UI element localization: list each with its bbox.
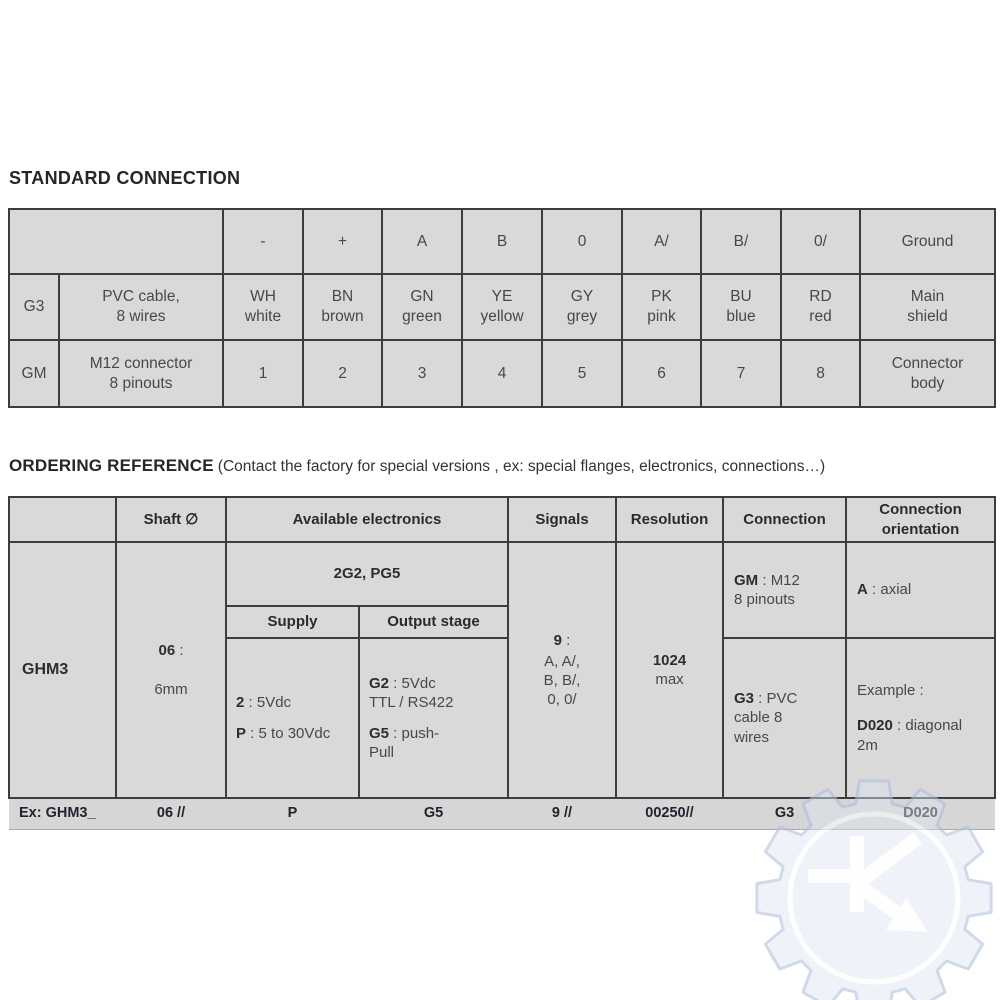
connection-header-cell: Connection	[722, 496, 847, 543]
signal-header-cell: 0/	[780, 208, 861, 275]
table-row: Shaft ∅ Available electronics Signals Re…	[8, 496, 996, 543]
wire-cell: GN green	[381, 273, 463, 341]
output-stage-header-cell: Output stage	[358, 605, 509, 639]
pin-cell: Connector body	[859, 339, 996, 408]
product-cell: GHM3	[8, 541, 117, 799]
example-value-cell: 9 //	[508, 797, 616, 830]
table-row: 2 : 5Vdc P : 5 to 30Vdc G2 : 5Vdc TTL / …	[9, 637, 996, 799]
wire-cell: GY grey	[541, 273, 623, 341]
example-value-cell: Ex: GHM3_	[9, 797, 116, 830]
signal-header-cell: +	[302, 208, 383, 275]
signals-header-cell: Signals	[507, 496, 617, 543]
orientation-example-cell: Example : D020 : diagonal 2m	[845, 637, 996, 799]
pin-cell: 8	[780, 339, 861, 408]
signal-header-cell: A	[381, 208, 463, 275]
ordering-reference-table: Shaft ∅ Available electronics Signals Re…	[8, 496, 996, 830]
row-code-cell: GM	[8, 339, 60, 408]
orientation-axial-cell: A : axial	[845, 541, 996, 639]
k-arrow-glyph	[808, 832, 923, 920]
signal-header-cell: B/	[700, 208, 782, 275]
orientation-header-cell: Connection orientation	[845, 496, 996, 543]
ordering-reference-note: (Contact the factory for special version…	[217, 458, 826, 475]
standard-connection-table: - + A B 0 A/ B/ 0/ Ground G3 PVC cable, …	[8, 208, 996, 408]
ordering-reference-title-bold: ORDERING REFERENCE	[9, 456, 214, 475]
signal-header-cell: A/	[621, 208, 702, 275]
supply-header-cell: Supply	[225, 605, 360, 639]
connection-g3-cell: G3 : PVC cable 8 wires	[722, 637, 847, 799]
signal-header-cell: -	[222, 208, 304, 275]
example-value-cell: 00250//	[616, 797, 723, 830]
pin-cell: 5	[541, 339, 623, 408]
output-option: G2 : 5Vdc TTL / RS422	[369, 674, 454, 711]
empty-corner-cell	[8, 208, 224, 275]
pin-cell: 7	[700, 339, 782, 408]
row-desc-cell: PVC cable, 8 wires	[58, 273, 224, 341]
empty-corner-cell	[8, 496, 117, 543]
example-value-cell: 06 //	[116, 797, 226, 830]
wire-cell: RD red	[780, 273, 861, 341]
example-code-line: D020 : diagonal 2m	[857, 717, 963, 754]
wire-cell: BN brown	[302, 273, 383, 341]
wire-cell: YE yellow	[461, 273, 543, 341]
pin-cell: 6	[621, 339, 702, 408]
signal-header-cell: Ground	[859, 208, 996, 275]
wire-cell: WH white	[222, 273, 304, 341]
resolution-header-cell: Resolution	[615, 496, 724, 543]
connection-gm-cell: GM : M12 8 pinouts	[722, 541, 847, 639]
wire-cell: PK pink	[621, 273, 702, 341]
example-value-cell: D020	[846, 797, 995, 830]
pin-cell: 4	[461, 339, 543, 408]
shaft-cell: 06 : 6mm	[115, 541, 227, 799]
example-value-cell: P	[226, 797, 359, 830]
signal-header-cell: 0	[541, 208, 623, 275]
supply-option: P : 5 to 30Vdc	[236, 725, 331, 742]
table-row: GHM3 06 : 6mm 2G2, PG5 9 : A, A/, B, B/,…	[8, 541, 996, 799]
example-value-cell: G5	[359, 797, 508, 830]
electronics-header-cell: Available electronics	[225, 496, 509, 543]
wire-cell: BU blue	[700, 273, 782, 341]
gear-inner-ring	[787, 811, 961, 985]
standard-connection-title: STANDARD CONNECTION	[9, 168, 241, 188]
table-row: GM M12 connector 8 pinouts 1 2 3 4 5 6 7…	[8, 339, 996, 408]
pin-cell: 2	[302, 339, 383, 408]
output-options-cell: G2 : 5Vdc TTL / RS422 G5 : push- Pull	[358, 637, 509, 799]
table-row: Supply Output stage	[9, 605, 995, 639]
signals-cell: 9 : A, A/, B, B/, 0, 0/	[507, 541, 617, 799]
table-row: - + A B 0 A/ B/ 0/ Ground	[8, 208, 996, 275]
wire-cell: Main shield	[859, 273, 996, 341]
example-value-cell: G3	[723, 797, 846, 830]
signal-header-cell: B	[461, 208, 543, 275]
resolution-cell: 1024 max	[615, 541, 724, 799]
table-row: G3 PVC cable, 8 wires WH white BN brown …	[8, 273, 996, 341]
example-row: Ex: GHM3_ 06 // P G5 9 // 00250// G3 D02…	[9, 797, 995, 830]
ordering-reference-title: ORDERING REFERENCE (Contact the factory f…	[9, 456, 994, 476]
output-option: G5 : push- Pull	[369, 725, 440, 762]
shaft-header-cell: Shaft ∅	[115, 496, 227, 543]
row-desc-cell: M12 connector 8 pinouts	[58, 339, 224, 408]
pin-cell: 3	[381, 339, 463, 408]
example-intro: Example :	[857, 682, 924, 700]
row-code-cell: G3	[8, 273, 60, 341]
supply-option: 2 : 5Vdc	[236, 693, 292, 711]
pin-cell: 1	[222, 339, 304, 408]
supply-options-cell: 2 : 5Vdc P : 5 to 30Vdc	[225, 637, 360, 799]
electronics-group-cell: 2G2, PG5	[225, 541, 509, 607]
